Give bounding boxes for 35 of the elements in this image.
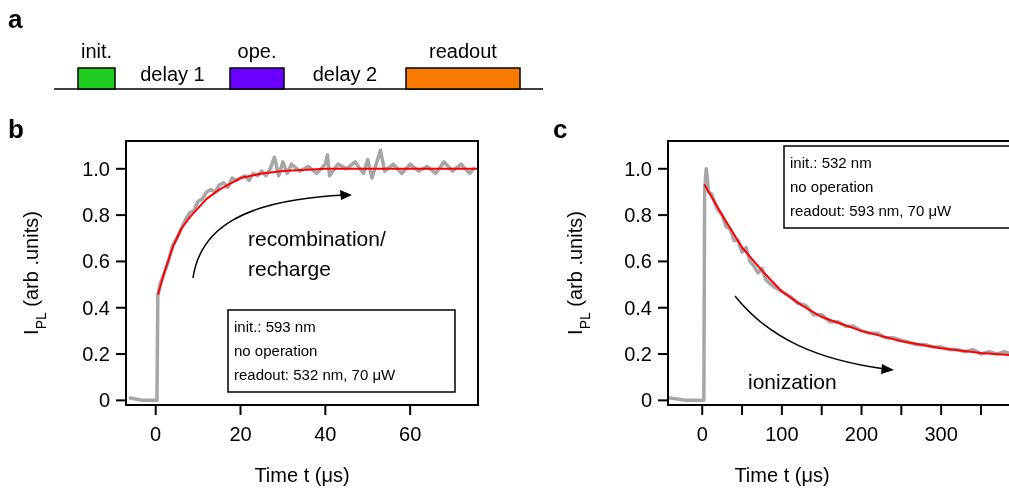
annotation: recombination/ recharge xyxy=(248,227,386,280)
category-label: readout xyxy=(429,40,498,62)
y-tick-label: 0.6 xyxy=(624,250,652,273)
category-label: delay 1 xyxy=(140,63,205,85)
line-series xyxy=(157,167,479,295)
text: a xyxy=(8,4,23,34)
y-tick-label: 0.8 xyxy=(624,204,652,227)
y-tick-label: 0 xyxy=(640,389,652,412)
annotation: ionization xyxy=(748,370,837,393)
chart-title: c xyxy=(553,114,568,144)
x-tick-label: 200 xyxy=(844,423,879,445)
y-tick-label: 0.6 xyxy=(82,250,110,273)
x-tick-label: 100 xyxy=(765,423,799,445)
y-tick-label: 0 xyxy=(98,389,110,412)
chart-title: b xyxy=(8,114,24,144)
x-tick-label: 0 xyxy=(696,423,708,445)
y-tick-label: 0.4 xyxy=(82,296,110,319)
y-tick-label: 0.2 xyxy=(82,343,110,366)
y-tick-label: 0.4 xyxy=(624,296,652,319)
x-tick-label: 20 xyxy=(229,423,252,445)
y-tick-label: 1.0 xyxy=(82,157,110,180)
y-tick-label: 0.2 xyxy=(624,343,652,366)
annotation: init.: 532 nm no operation readout: 593 nm, 70 μW xyxy=(790,154,953,219)
annotation: init.: 593 nm no operation readout: 532 nm, 70 μW xyxy=(234,318,397,383)
x-axis-title: Time t (μs) xyxy=(254,464,350,486)
x-axis-title: Time t (μs) xyxy=(734,464,830,486)
x-tick-label: 40 xyxy=(314,423,337,445)
category-label: ope. xyxy=(237,40,277,62)
x-tick-label: 60 xyxy=(399,423,422,445)
y-tick-label: 0.8 xyxy=(82,204,110,227)
y-tick-label: 1.0 xyxy=(624,157,652,180)
category-label: delay 2 xyxy=(312,63,378,85)
x-tick-label: 0 xyxy=(150,423,162,445)
category-label: init. xyxy=(80,40,113,62)
x-tick-label: 300 xyxy=(924,423,958,445)
